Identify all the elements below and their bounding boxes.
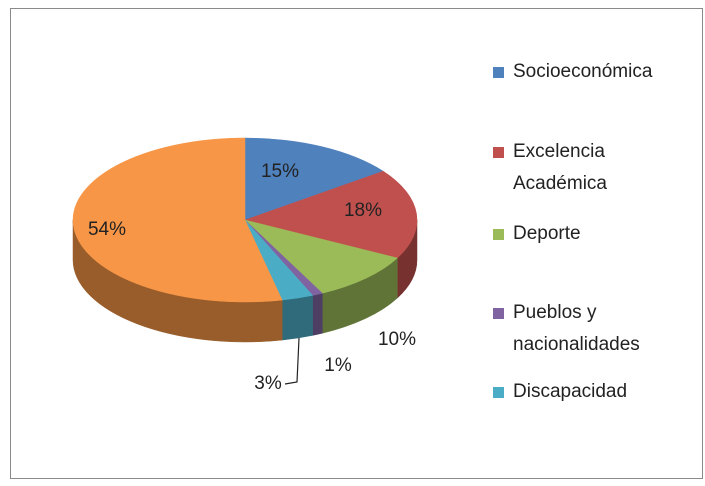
- legend-label: Socioeconómica: [513, 61, 653, 82]
- data-label: 18%: [344, 200, 382, 221]
- data-labels: 15% 18% 10% 1% 3% 54%: [88, 161, 416, 394]
- slice: [72, 137, 283, 303]
- slice: [244, 137, 384, 221]
- legend-label: Pueblos y nacionalidades: [513, 302, 640, 355]
- legend-swatch: [493, 229, 504, 240]
- data-label: 15%: [261, 161, 299, 182]
- slice: [244, 170, 418, 259]
- pie-tops: [72, 137, 418, 303]
- legend-label: Deporte: [513, 223, 581, 244]
- data-label: 3%: [254, 373, 282, 394]
- data-label: 10%: [378, 329, 416, 350]
- leader-line: [284, 337, 300, 385]
- pie-sides: [72, 219, 418, 343]
- legend-entry: Socioeconómica: [493, 56, 663, 88]
- legend-entry: Deporte: [493, 218, 663, 250]
- data-label: 1%: [324, 355, 352, 376]
- legend-label: Discapacidad: [513, 381, 628, 402]
- slice-side: [312, 292, 323, 336]
- slice-side: [281, 295, 313, 341]
- slice: [244, 219, 398, 294]
- data-label: 54%: [88, 219, 126, 240]
- legend-swatch: [493, 308, 504, 319]
- legend-entry: Excelencia Académica: [493, 136, 663, 200]
- legend-entry: Discapacidad: [493, 376, 663, 408]
- legend-entry: Pueblos y nacionalidades: [493, 297, 663, 361]
- legend-swatch: [493, 147, 504, 158]
- legend-swatch: [493, 387, 504, 398]
- legend-swatch: [493, 67, 504, 78]
- legend-label: Excelencia Académica: [513, 141, 607, 194]
